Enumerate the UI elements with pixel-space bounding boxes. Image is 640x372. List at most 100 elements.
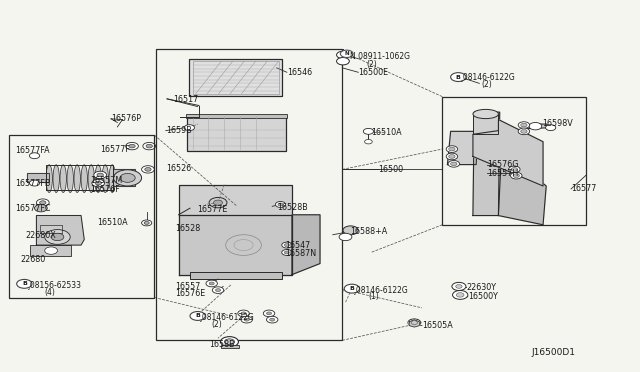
Circle shape <box>45 247 58 254</box>
Circle shape <box>364 128 374 134</box>
Circle shape <box>449 155 455 158</box>
Circle shape <box>452 291 468 299</box>
Circle shape <box>184 125 195 131</box>
Bar <box>190 272 282 279</box>
Ellipse shape <box>46 165 52 192</box>
Circle shape <box>411 321 417 324</box>
Circle shape <box>337 51 349 59</box>
Ellipse shape <box>88 165 95 192</box>
Ellipse shape <box>95 165 101 192</box>
Text: 16576E: 16576E <box>175 289 205 298</box>
Circle shape <box>545 125 556 131</box>
Circle shape <box>145 167 151 171</box>
Text: 16577FB: 16577FB <box>15 179 51 187</box>
Text: 16598V: 16598V <box>541 119 573 128</box>
Text: 16500E: 16500E <box>358 68 388 77</box>
Bar <box>221 345 239 349</box>
Circle shape <box>452 282 466 291</box>
Circle shape <box>29 153 40 159</box>
Text: 16510A: 16510A <box>97 218 127 227</box>
Circle shape <box>282 242 292 248</box>
Circle shape <box>446 146 458 153</box>
Circle shape <box>344 284 360 293</box>
Circle shape <box>143 142 156 150</box>
Text: 1658B: 1658B <box>209 340 235 349</box>
Circle shape <box>141 166 154 173</box>
Circle shape <box>146 144 152 148</box>
Text: ¸08146-6122G: ¸08146-6122G <box>199 312 255 321</box>
Circle shape <box>206 280 218 287</box>
Text: J16500D1: J16500D1 <box>532 349 575 357</box>
Text: 16577F: 16577F <box>100 145 130 154</box>
Circle shape <box>282 250 292 256</box>
Text: 16546: 16546 <box>287 68 312 77</box>
Bar <box>188 116 286 151</box>
Circle shape <box>365 140 372 144</box>
Circle shape <box>241 316 252 323</box>
Circle shape <box>97 173 103 177</box>
Bar <box>186 114 287 118</box>
Ellipse shape <box>473 109 499 119</box>
Text: 16547: 16547 <box>285 241 310 250</box>
Ellipse shape <box>81 165 88 192</box>
Text: 16588+A: 16588+A <box>351 227 388 236</box>
Text: (2): (2) <box>212 320 223 329</box>
Ellipse shape <box>60 165 67 192</box>
Circle shape <box>113 170 141 186</box>
Text: 16587N: 16587N <box>285 249 316 258</box>
Circle shape <box>17 279 32 288</box>
Circle shape <box>212 287 224 294</box>
Text: 16576F: 16576F <box>91 185 120 194</box>
Text: 16526: 16526 <box>166 164 191 173</box>
Text: 16505A: 16505A <box>422 321 452 330</box>
Text: 16528B: 16528B <box>276 202 307 212</box>
Circle shape <box>511 172 522 179</box>
Circle shape <box>456 285 462 288</box>
Circle shape <box>275 202 285 208</box>
Circle shape <box>446 153 458 160</box>
Text: N: N <box>344 51 349 56</box>
Circle shape <box>339 233 352 241</box>
Text: 22680X: 22680X <box>26 231 56 240</box>
Text: ¸08146-6122G: ¸08146-6122G <box>460 73 516 81</box>
Circle shape <box>29 180 40 186</box>
Circle shape <box>266 316 278 323</box>
Text: 16510A: 16510A <box>371 128 402 137</box>
Text: 16557H: 16557H <box>487 169 518 177</box>
Text: N 08911-1062G: N 08911-1062G <box>350 52 410 61</box>
Circle shape <box>269 318 275 321</box>
Text: B: B <box>456 74 461 80</box>
Text: (4): (4) <box>45 288 56 297</box>
Polygon shape <box>473 112 500 215</box>
Circle shape <box>95 181 101 185</box>
Circle shape <box>120 173 135 182</box>
Circle shape <box>521 129 527 133</box>
Text: 16517: 16517 <box>173 95 198 104</box>
Bar <box>189 59 282 96</box>
Circle shape <box>529 122 541 130</box>
Circle shape <box>35 205 47 212</box>
Circle shape <box>509 166 520 173</box>
Circle shape <box>241 312 246 315</box>
Circle shape <box>511 167 518 171</box>
Polygon shape <box>27 173 49 182</box>
Circle shape <box>449 147 455 151</box>
Text: 16577FC: 16577FC <box>15 203 51 213</box>
Circle shape <box>284 251 289 254</box>
Bar <box>156 49 342 340</box>
Circle shape <box>214 200 223 205</box>
Text: 16577E: 16577E <box>197 205 227 214</box>
Circle shape <box>36 199 49 206</box>
Circle shape <box>244 318 249 321</box>
Text: B: B <box>195 314 200 318</box>
Polygon shape <box>179 215 292 275</box>
Circle shape <box>225 339 235 345</box>
Circle shape <box>343 226 358 235</box>
Circle shape <box>129 144 135 148</box>
Bar <box>179 185 292 215</box>
Text: (2): (2) <box>482 80 493 89</box>
Text: 16557: 16557 <box>175 282 200 291</box>
Circle shape <box>144 221 149 224</box>
Circle shape <box>221 337 239 347</box>
Text: 16576G: 16576G <box>487 160 518 169</box>
